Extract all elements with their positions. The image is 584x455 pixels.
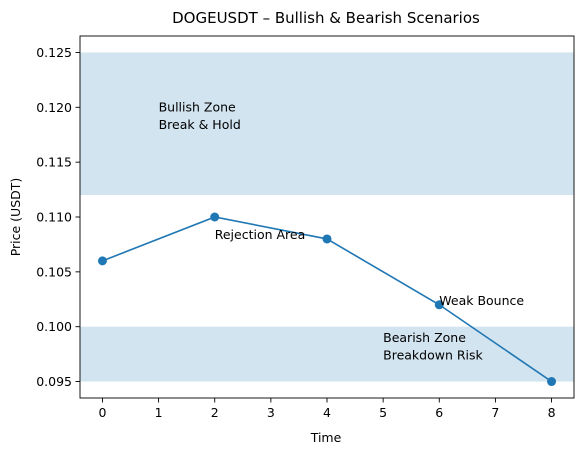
x-tick-label: 8 <box>548 405 556 420</box>
zone-band-1 <box>80 326 574 382</box>
annotation: Bullish Zone Break & Hold <box>159 100 241 133</box>
y-tick-label: 0.105 <box>36 264 72 279</box>
annotation: Weak Bounce <box>439 293 524 308</box>
y-tick-label: 0.110 <box>36 210 72 225</box>
zone-bands <box>80 52 574 382</box>
y-tick-label: 0.115 <box>36 155 72 170</box>
y-tick-label: 0.100 <box>36 319 72 334</box>
y-axis-label: Price (USDT) <box>8 178 23 257</box>
data-point <box>97 256 107 266</box>
data-series <box>97 212 557 387</box>
y-tick-label: 0.095 <box>36 374 72 389</box>
annotation: Bearish Zone Breakdown Risk <box>383 330 483 363</box>
x-axis-label: Time <box>310 430 342 445</box>
zone-band-0 <box>80 52 574 196</box>
data-point <box>210 212 220 222</box>
axes: 0 1 2 3 4 5 6 7 8 0.095 0.100 0.105 0.110 0.115 0.120 0… <box>36 35 575 420</box>
y-tick-label: 0.125 <box>36 45 72 60</box>
x-tick-label: 5 <box>379 405 387 420</box>
annotations: Bullish Zone Break & Hold Rejection Area We… <box>159 100 525 363</box>
annotation-line: Breakdown Risk <box>383 348 483 363</box>
y-tick-label: 0.120 <box>36 100 72 115</box>
annotation-line: Bullish Zone <box>159 100 236 115</box>
data-point <box>434 300 444 310</box>
annotation-line: Rejection Area <box>215 227 306 242</box>
x-tick-label: 1 <box>155 405 163 420</box>
x-tick-label: 3 <box>267 405 275 420</box>
annotation: Rejection Area <box>215 227 306 242</box>
x-tick-label: 0 <box>98 405 106 420</box>
annotation-line: Break & Hold <box>159 117 241 132</box>
annotation-line: Weak Bounce <box>439 293 524 308</box>
x-tick-label: 6 <box>435 405 443 420</box>
x-tick-label: 7 <box>491 405 499 420</box>
chart-title: DOGEUSDT – Bullish & Bearish Scenarios <box>172 9 480 27</box>
data-point <box>322 234 332 244</box>
x-tick-label: 2 <box>211 405 219 420</box>
x-tick-label: 4 <box>323 405 331 420</box>
data-point <box>547 377 557 387</box>
annotation-line: Bearish Zone <box>383 330 466 345</box>
